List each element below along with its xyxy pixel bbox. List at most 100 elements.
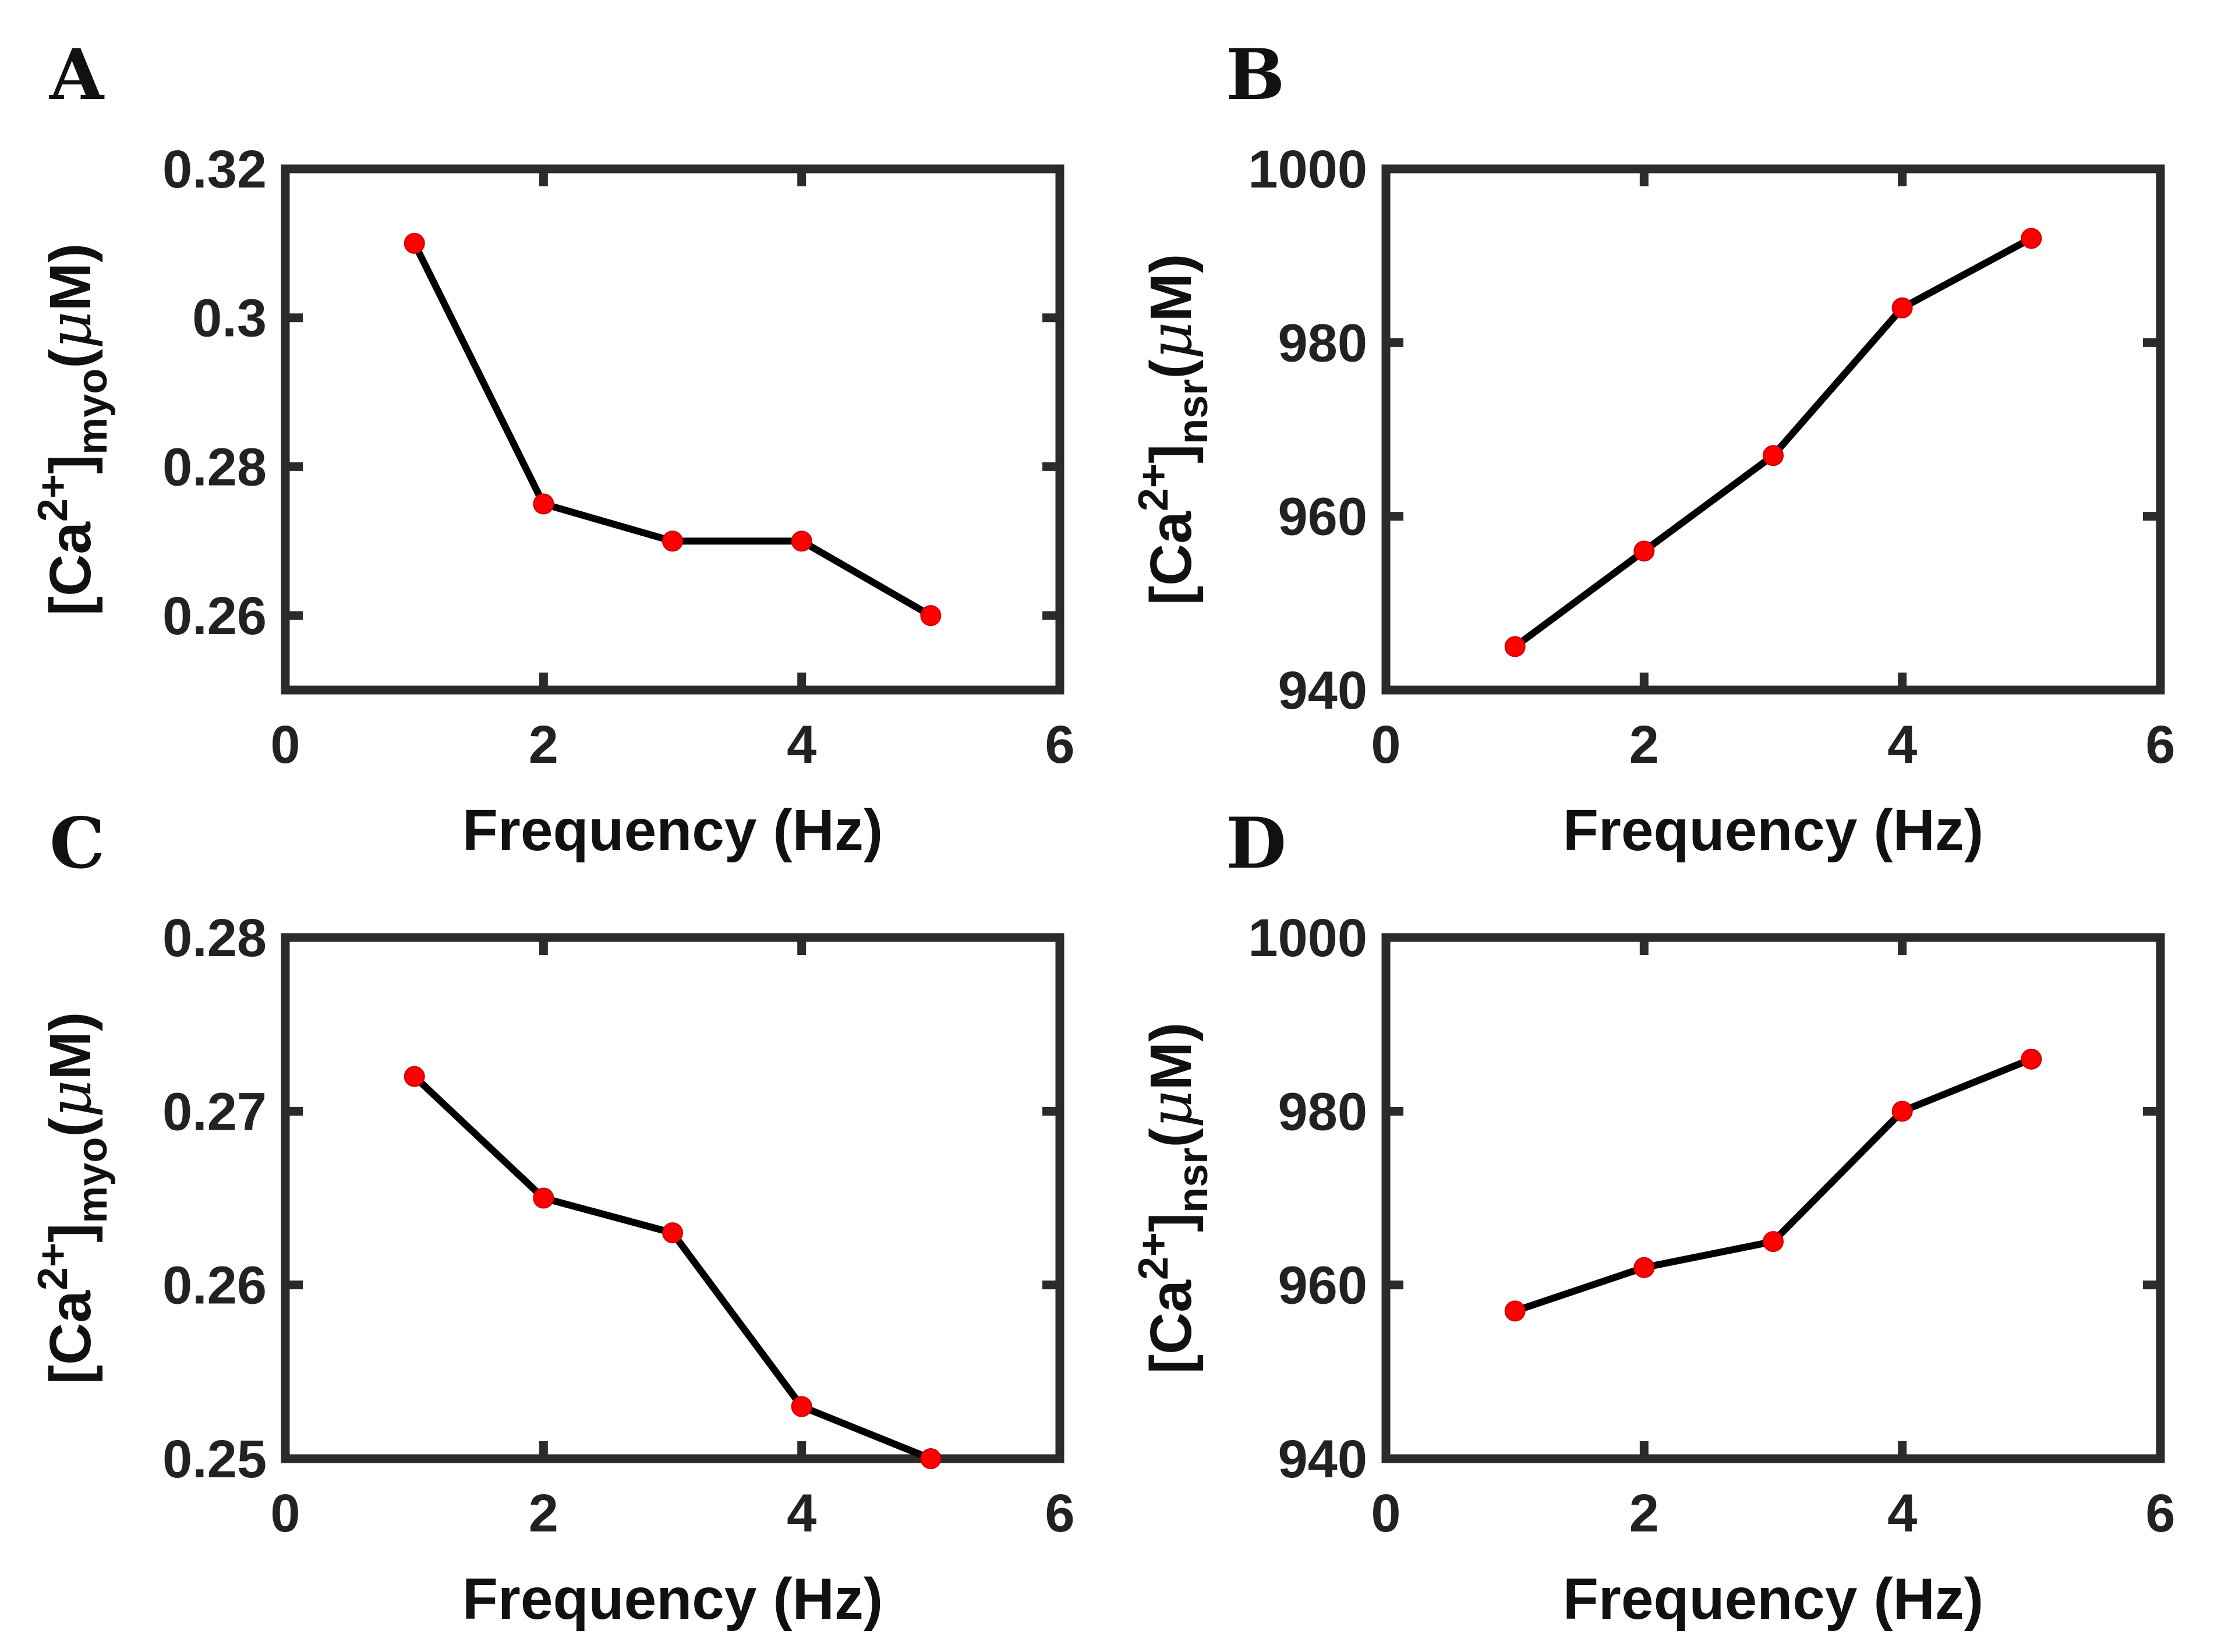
data-point <box>1633 540 1655 562</box>
series-line <box>412 1074 932 1462</box>
y-label-mu: μ <box>1137 321 1205 359</box>
data-point <box>533 1187 554 1209</box>
y-label-unit-open: ( <box>38 349 103 369</box>
x-axis-label: Frequency (Hz) <box>1563 1566 1983 1632</box>
panel-c: C 0 2 4 6 0.25 0.26 0.27 0.28 Frequency (Hz) [Ca2+… <box>30 802 1075 1632</box>
data-point <box>662 530 683 552</box>
y-label-superscript: 2+ <box>30 474 76 522</box>
axes-frame <box>281 933 1064 1463</box>
x-axis-label: Frequency (Hz) <box>462 1566 883 1632</box>
x-tick-label: 2 <box>1629 1484 1659 1543</box>
data-point <box>404 232 425 254</box>
data-point <box>1504 636 1526 657</box>
y-tick-label: 980 <box>1278 313 1368 373</box>
y-label-subscript: nsr <box>1170 379 1216 444</box>
x-tick-label: 6 <box>2145 715 2175 774</box>
x-tick-label: 6 <box>2145 1484 2175 1543</box>
y-label-superscript: 2+ <box>1130 464 1177 511</box>
y-label-unit-open: ( <box>1138 359 1204 379</box>
y-tick-label: 0.28 <box>162 437 267 497</box>
panel-d: D 0 2 4 6 940 960 980 1000 Frequency (Hz) [Ca2+]ns… <box>1130 802 2176 1632</box>
y-label-mu: μ <box>36 1080 104 1117</box>
y-label-mu: μ <box>36 311 104 349</box>
x-axis-label: Frequency (Hz) <box>1563 798 1983 863</box>
y-label-mu: μ <box>1137 1090 1205 1128</box>
data-point <box>662 1222 683 1244</box>
y-tick-label: 0.27 <box>162 1082 267 1141</box>
y-label-unit-rest: M) <box>1138 1023 1204 1091</box>
panel-b: B 0 2 4 6 940 960 980 1000 Frequency (Hz) [Ca2+]ns… <box>1130 34 2176 863</box>
data-point <box>920 1448 942 1469</box>
axes-frame <box>1381 933 2165 1463</box>
y-tick-label: 1000 <box>1248 908 1367 968</box>
y-label-prefix: [Ca <box>1138 1279 1204 1374</box>
data-point <box>404 1066 425 1087</box>
y-tick-label: 0.25 <box>162 1430 267 1489</box>
y-label-bracket: ] <box>1138 444 1204 464</box>
y-axis-label: [Ca2+]myo(μM) <box>30 243 116 616</box>
series-line <box>1513 235 2033 650</box>
panel-letter: A <box>49 34 105 116</box>
data-point <box>791 530 812 552</box>
y-tick-label: 960 <box>1278 487 1368 547</box>
x-tick-label: 4 <box>787 1484 816 1543</box>
y-tick-label: 0.26 <box>162 586 267 646</box>
y-label-prefix: [Ca <box>38 521 103 616</box>
y-tick-label: 960 <box>1278 1256 1368 1315</box>
x-tick-label: 0 <box>270 715 300 774</box>
y-tick-label: 0.28 <box>162 908 267 968</box>
x-tick-label: 4 <box>1887 715 1917 774</box>
y-label-unit-rest: M) <box>38 1012 103 1080</box>
y-label-unit-rest: M) <box>1138 254 1204 322</box>
x-axis-label: Frequency (Hz) <box>462 798 883 863</box>
y-label-unit-open: ( <box>38 1117 103 1137</box>
y-tick-label: 0.32 <box>162 140 267 199</box>
panel-letter: D <box>1226 802 1286 885</box>
data-point <box>1891 297 1913 319</box>
panel-a: A 0 2 4 6 0.26 0.28 0.3 0.32 Frequency (Hz) [Ca2+]… <box>30 34 1075 863</box>
data-point <box>1891 1101 1913 1122</box>
x-tick-label: 2 <box>1629 715 1659 774</box>
y-tick-label: 940 <box>1278 1430 1368 1489</box>
y-tick-label: 980 <box>1278 1082 1368 1141</box>
x-tick-label: 2 <box>529 715 558 774</box>
data-point <box>1504 1300 1526 1322</box>
data-point <box>2021 1048 2042 1070</box>
axes-frame <box>1381 164 2165 695</box>
data-point <box>1633 1257 1655 1278</box>
panel-letter: B <box>1226 34 1285 116</box>
y-label-bracket: ] <box>38 1223 103 1243</box>
y-axis-label: [Ca2+]myo(μM) <box>30 1012 116 1385</box>
y-tick-label: 940 <box>1278 661 1368 720</box>
x-tick-label: 4 <box>1887 1484 1917 1543</box>
y-tick-label: 0.26 <box>162 1256 267 1315</box>
y-tick-label: 1000 <box>1248 140 1367 199</box>
x-tick-label: 0 <box>1371 715 1400 774</box>
data-point <box>1763 1231 1784 1253</box>
y-label-prefix: [Ca <box>38 1290 103 1385</box>
data-point <box>2021 228 2042 249</box>
y-label-prefix: [Ca <box>1138 511 1204 606</box>
y-tick-label: 0.3 <box>192 289 267 348</box>
x-tick-label: 0 <box>1371 1484 1400 1543</box>
x-tick-label: 6 <box>1045 715 1074 774</box>
y-label-subscript: nsr <box>1170 1148 1216 1213</box>
y-label-bracket: ] <box>38 455 103 474</box>
y-label-superscript: 2+ <box>1130 1232 1177 1280</box>
y-label-superscript: 2+ <box>30 1243 76 1290</box>
series-line <box>1513 1056 2033 1315</box>
y-label-bracket: ] <box>1138 1213 1204 1232</box>
x-tick-label: 2 <box>529 1484 558 1543</box>
panel-letter: C <box>49 802 105 885</box>
data-point <box>1763 445 1784 466</box>
x-tick-label: 0 <box>270 1484 300 1543</box>
y-label-unit-rest: M) <box>38 243 103 312</box>
y-axis-label: [Ca2+]nsr(μM) <box>1130 1023 1216 1374</box>
y-label-subscript: myo <box>69 369 116 455</box>
data-point <box>920 605 942 627</box>
series-line <box>411 242 933 619</box>
axes-frame <box>281 164 1064 695</box>
data-point <box>533 493 554 515</box>
data-point <box>791 1396 812 1417</box>
